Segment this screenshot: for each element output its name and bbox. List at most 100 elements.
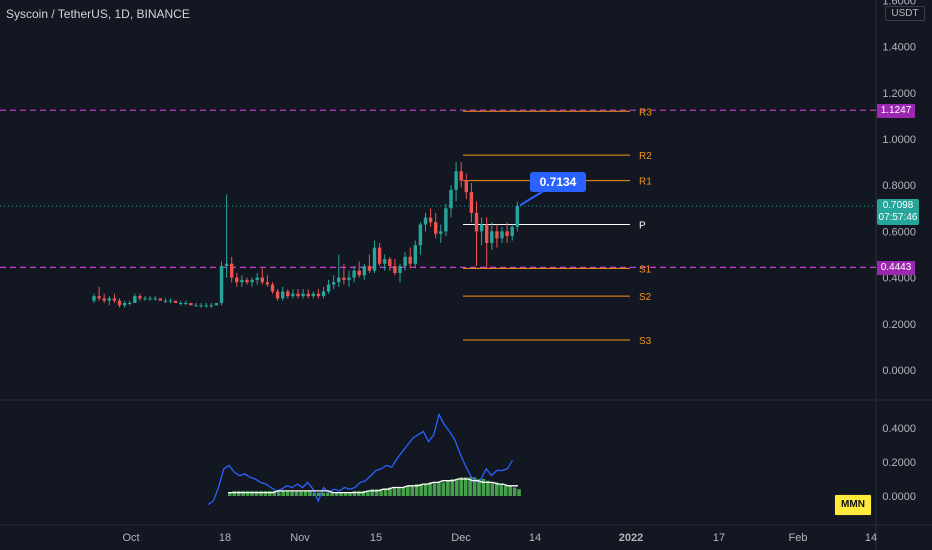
time-tick-label: 18	[219, 532, 231, 544]
histogram-bar	[232, 490, 237, 496]
candle-body	[122, 303, 127, 306]
histogram-bar	[321, 492, 326, 496]
price-tick-label: 0.4000	[882, 273, 916, 285]
candle-body	[214, 303, 219, 306]
candle-body	[179, 303, 183, 305]
histogram-bar	[441, 482, 446, 496]
histogram-bar	[397, 487, 401, 496]
candle-body	[306, 293, 310, 297]
candle-body	[224, 263, 229, 267]
histogram-bar	[477, 479, 481, 496]
candle-body	[184, 303, 188, 305]
histogram-bar	[245, 490, 250, 496]
histogram-bar	[512, 487, 517, 496]
oscillator-line	[207, 412, 514, 506]
histogram-bar	[446, 480, 450, 496]
candle-body	[459, 171, 463, 181]
candle-body	[265, 282, 270, 285]
candle-body	[403, 256, 407, 267]
candle-body	[199, 305, 203, 307]
candle-body	[454, 171, 458, 190]
oscillator-axis: 0.4000 0.2000 0.0000	[882, 423, 916, 503]
histogram-bar	[361, 490, 366, 496]
histogram-bar	[317, 492, 321, 496]
candle-body	[138, 296, 142, 299]
candle-body	[377, 247, 382, 264]
time-tick-label: 17	[713, 532, 725, 544]
oscillator-histogram	[228, 477, 521, 496]
candles	[92, 162, 546, 308]
candle-body	[510, 226, 514, 237]
candle-body	[245, 279, 249, 283]
candle-body	[107, 298, 111, 301]
histogram-bar	[268, 490, 272, 496]
pivot-label: P	[639, 220, 646, 231]
candle-body	[337, 277, 341, 283]
candle-body	[332, 282, 336, 285]
candle-body	[439, 231, 443, 234]
histogram-bar	[379, 489, 383, 496]
price-tick-label: 0.0000	[882, 365, 916, 377]
histogram-bar	[401, 487, 406, 496]
candle-body	[163, 300, 168, 302]
candle-body	[133, 296, 137, 304]
candle-body	[444, 208, 448, 232]
pivot-label: R2	[639, 151, 652, 162]
candle-body	[301, 293, 305, 297]
signal-line	[228, 478, 518, 494]
histogram-bar	[508, 485, 512, 496]
histogram-bar	[299, 490, 303, 496]
histogram-bar	[437, 482, 441, 496]
histogram-bar	[236, 490, 241, 496]
time-tick-label: 14	[529, 532, 541, 544]
osc-tick-label: 0.0000	[882, 491, 916, 503]
pivot-label: R3	[639, 107, 652, 118]
candle-body	[342, 277, 346, 280]
candle-body	[321, 291, 326, 297]
candle-body	[362, 266, 366, 276]
candle-body	[189, 303, 193, 306]
histogram-bar	[228, 492, 232, 496]
candle-body	[128, 303, 132, 305]
candle-body	[204, 305, 208, 307]
histogram-bar	[285, 490, 290, 496]
histogram-bar	[388, 487, 392, 496]
histogram-bar	[517, 489, 521, 496]
histogram-bar	[330, 492, 334, 496]
callout-pointer	[519, 189, 546, 207]
candle-body	[194, 305, 198, 307]
osc-tick-label: 0.4000	[882, 423, 916, 435]
candle-body	[97, 296, 101, 299]
horizontal-levels	[0, 109, 876, 268]
pivot-label: R1	[639, 177, 652, 188]
chart-title: Syscoin / TetherUS, 1D, BINANCE	[6, 7, 190, 21]
histogram-bar	[410, 485, 415, 496]
candle-body	[393, 266, 397, 273]
candle-body	[92, 296, 96, 301]
candle-body	[326, 284, 331, 292]
price-tick-label: 0.2000	[882, 319, 916, 331]
pivot-levels: R3 R2 R1 P S1 S2 S3	[463, 107, 652, 347]
candle-body	[479, 224, 484, 232]
histogram-bar	[419, 484, 423, 496]
candle-body	[316, 293, 321, 297]
pivot-label: S1	[639, 264, 652, 275]
histogram-bar	[272, 490, 277, 496]
histogram-bar	[423, 484, 428, 496]
candle-body	[311, 293, 315, 297]
histogram-bar	[281, 490, 285, 496]
histogram-bar	[370, 489, 374, 496]
candle-body	[505, 231, 509, 237]
candle-body	[219, 266, 224, 304]
histogram-bar	[294, 490, 299, 496]
histogram-bar	[432, 482, 437, 496]
candle-body	[275, 291, 280, 299]
histogram-bar	[259, 490, 263, 496]
indicator-badge[interactable]: MMN	[834, 494, 872, 516]
histogram-bar	[276, 490, 281, 496]
histogram-bar	[450, 479, 455, 496]
histogram-bar	[312, 492, 317, 496]
price-tick-label: 0.6000	[882, 226, 916, 238]
time-tick-label: Nov	[290, 532, 310, 544]
